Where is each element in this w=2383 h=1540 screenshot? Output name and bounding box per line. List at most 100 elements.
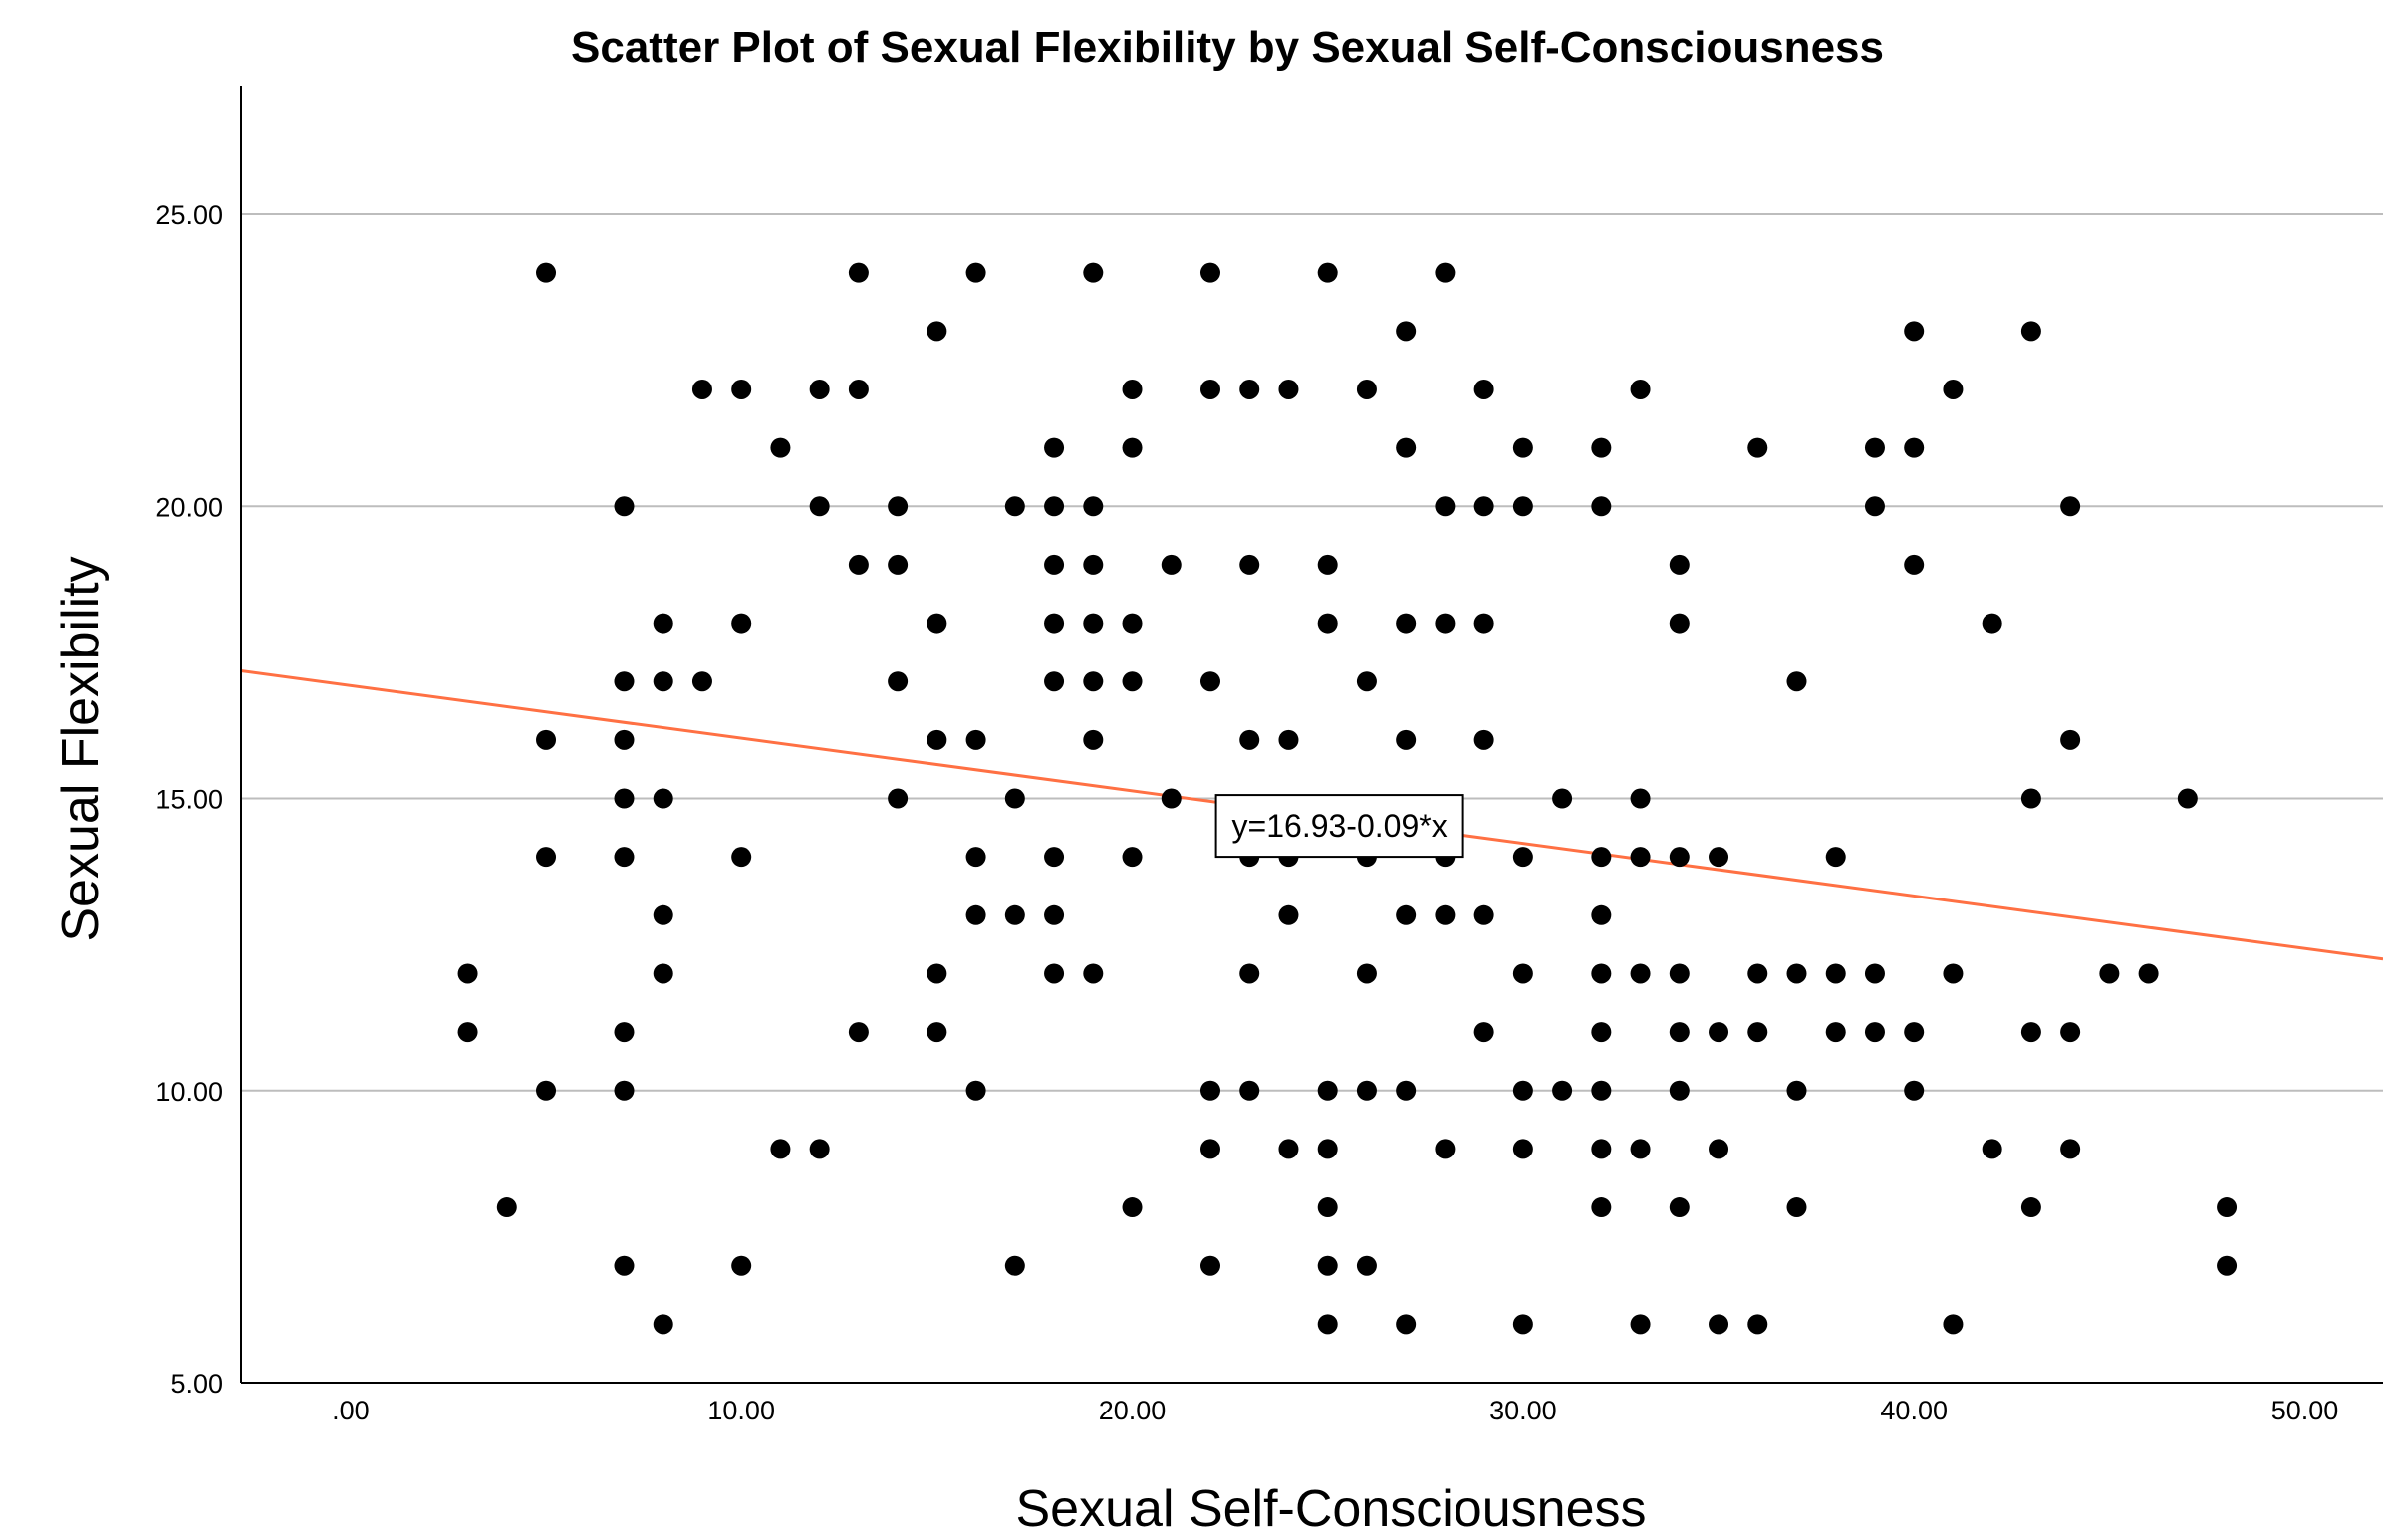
data-point: [1982, 613, 2002, 634]
data-point: [1396, 1314, 1417, 1335]
data-point: [2060, 1022, 2081, 1043]
x-tick-label: 10.00: [707, 1396, 775, 1425]
data-point: [1396, 904, 1417, 925]
data-point: [1278, 1139, 1299, 1159]
data-point: [1512, 1080, 1533, 1101]
data-point: [1904, 1080, 1925, 1101]
fit-equation-box: [1214, 794, 1464, 859]
data-point: [614, 496, 635, 517]
data-point: [1317, 554, 1338, 575]
x-tick-label: .00: [332, 1396, 370, 1425]
data-point: [653, 904, 673, 925]
data-point: [2177, 788, 2198, 809]
data-point: [496, 1197, 517, 1218]
data-point: [848, 554, 869, 575]
data-point: [1239, 729, 1260, 750]
data-point: [1473, 379, 1494, 399]
data-point: [1552, 1080, 1573, 1101]
data-point: [1630, 788, 1651, 809]
data-point: [614, 1080, 635, 1101]
fit-equation-label: y=16.93-0.09*x: [1214, 794, 1464, 859]
chart-title: Scatter Plot of Sexual Flexibility by Se…: [571, 23, 1884, 72]
data-point: [965, 729, 986, 750]
data-point: [1435, 613, 1456, 634]
data-point: [1591, 1022, 1612, 1043]
data-point: [1786, 671, 1807, 692]
data-point: [1709, 1314, 1729, 1335]
data-point: [2060, 496, 2081, 517]
data-point: [536, 847, 557, 868]
data-point: [1004, 788, 1025, 809]
data-point: [536, 1080, 557, 1101]
data-point: [1747, 1022, 1768, 1043]
data-point: [1786, 1080, 1807, 1101]
data-point: [1786, 963, 1807, 984]
data-point: [1669, 963, 1690, 984]
data-point: [1943, 963, 1964, 984]
data-point: [1512, 1139, 1533, 1159]
y-tick-label: 25.00: [155, 200, 223, 230]
data-point: [1199, 1139, 1220, 1159]
data-point: [1239, 379, 1260, 399]
y-axis-title: Sexual Flexibility: [52, 556, 110, 941]
data-point: [1317, 1314, 1338, 1335]
data-point: [2020, 321, 2041, 342]
data-point: [1747, 437, 1768, 458]
data-point: [457, 963, 478, 984]
data-point: [614, 1022, 635, 1043]
data-point: [848, 262, 869, 283]
data-point: [809, 1139, 830, 1159]
data-point: [1825, 963, 1846, 984]
data-point: [927, 963, 947, 984]
data-point: [1591, 1080, 1612, 1101]
data-point: [536, 729, 557, 750]
data-point: [653, 1314, 673, 1335]
data-points: [457, 262, 2238, 1335]
data-point: [1356, 1255, 1377, 1276]
data-point: [1904, 554, 1925, 575]
data-point: [1239, 1080, 1260, 1101]
data-point: [1044, 554, 1065, 575]
data-point: [1473, 1022, 1494, 1043]
data-point: [731, 847, 752, 868]
axes: [240, 86, 2383, 1384]
data-point: [1591, 1197, 1612, 1218]
x-tick-label: 20.00: [1099, 1396, 1167, 1425]
data-point: [1356, 671, 1377, 692]
data-point: [1825, 847, 1846, 868]
data-point: [457, 1022, 478, 1043]
data-point: [1083, 613, 1104, 634]
data-point: [614, 1255, 635, 1276]
data-point: [1317, 1080, 1338, 1101]
data-point: [1317, 1197, 1338, 1218]
data-point: [965, 904, 986, 925]
data-point: [1669, 1022, 1690, 1043]
data-point: [1864, 1022, 1885, 1043]
data-point: [1083, 262, 1104, 283]
data-point: [1004, 904, 1025, 925]
data-point: [1982, 1139, 2002, 1159]
data-point: [1709, 1139, 1729, 1159]
data-point: [770, 437, 791, 458]
data-point: [653, 671, 673, 692]
data-point: [1122, 1197, 1143, 1218]
data-point: [614, 847, 635, 868]
x-tick-label: 40.00: [1880, 1396, 1948, 1425]
y-tick-label: 5.00: [170, 1369, 223, 1399]
data-point: [1435, 262, 1456, 283]
data-point: [614, 729, 635, 750]
data-point: [1199, 262, 1220, 283]
y-tick-label: 20.00: [155, 492, 223, 522]
data-point: [2060, 729, 2081, 750]
data-point: [1864, 496, 1885, 517]
data-point: [1904, 1022, 1925, 1043]
data-point: [927, 729, 947, 750]
data-point: [1083, 963, 1104, 984]
data-point: [653, 963, 673, 984]
data-point: [1473, 613, 1494, 634]
data-point: [1473, 496, 1494, 517]
data-point: [965, 262, 986, 283]
x-tick-label: 50.00: [2271, 1396, 2339, 1425]
data-point: [1630, 1314, 1651, 1335]
data-point: [1083, 496, 1104, 517]
